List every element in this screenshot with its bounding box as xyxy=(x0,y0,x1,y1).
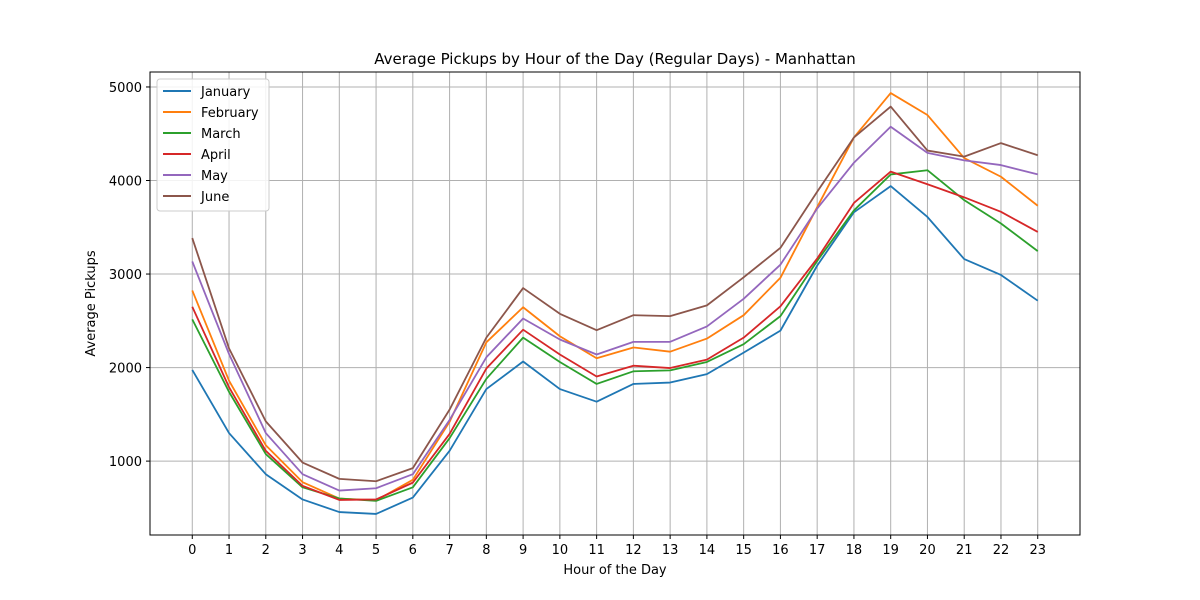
x-tick-label: 6 xyxy=(409,543,417,558)
x-tick-label: 10 xyxy=(552,543,569,558)
x-tick-label: 14 xyxy=(699,543,716,558)
x-tick-label: 9 xyxy=(519,543,527,558)
legend-label: June xyxy=(200,190,229,205)
x-tick-label: 4 xyxy=(335,543,343,558)
x-tick-label: 5 xyxy=(372,543,380,558)
legend-label: January xyxy=(200,85,251,100)
legend-label: March xyxy=(201,127,241,142)
x-axis-label: Hour of the Day xyxy=(563,563,667,578)
y-tick-label: 5000 xyxy=(109,81,142,96)
legend-label: April xyxy=(201,148,231,163)
x-tick-label: 2 xyxy=(262,543,270,558)
y-tick-label: 1000 xyxy=(109,455,142,470)
x-tick-label: 13 xyxy=(662,543,679,558)
chart-title: Average Pickups by Hour of the Day (Regu… xyxy=(374,50,856,68)
x-tick-label: 3 xyxy=(298,543,306,558)
x-tick-label: 0 xyxy=(188,543,196,558)
series-line-june xyxy=(191,105,1039,483)
x-tick-label: 18 xyxy=(846,543,863,558)
y-axis: 1000 2000 3000 4000 5000 xyxy=(109,81,150,470)
y-tick-label: 3000 xyxy=(109,268,142,283)
x-tick-label: 22 xyxy=(993,543,1010,558)
plot-frame xyxy=(149,71,1081,536)
legend: January February March April May June xyxy=(156,78,270,212)
legend-label: May xyxy=(201,169,228,184)
x-tick-label: 20 xyxy=(919,543,936,558)
x-tick-label: 12 xyxy=(625,543,642,558)
x-tick-label: 7 xyxy=(445,543,453,558)
x-tick-label: 19 xyxy=(882,543,899,558)
x-tick-label: 21 xyxy=(956,543,973,558)
y-tick-label: 2000 xyxy=(109,362,142,377)
y-axis-label: Average Pickups xyxy=(84,250,99,356)
x-tick-label: 15 xyxy=(735,543,752,558)
x-tick-label: 16 xyxy=(772,543,789,558)
series-lines xyxy=(191,92,1039,515)
y-tick-label: 4000 xyxy=(109,175,142,190)
series-line-may xyxy=(191,125,1038,492)
legend-label: February xyxy=(201,106,259,121)
series-line-april xyxy=(191,170,1039,501)
x-tick-label: 23 xyxy=(1029,543,1046,558)
x-tick-label: 11 xyxy=(588,543,605,558)
series-line-january xyxy=(191,185,1039,515)
x-tick-label: 1 xyxy=(225,543,233,558)
x-tick-label: 8 xyxy=(482,543,490,558)
x-tick-label: 17 xyxy=(809,543,826,558)
x-axis: 0 1 2 3 4 5 6 7 8 9 10 11 12 13 14 15 16 17 18 19 20 21 22 23 xyxy=(188,535,1046,558)
